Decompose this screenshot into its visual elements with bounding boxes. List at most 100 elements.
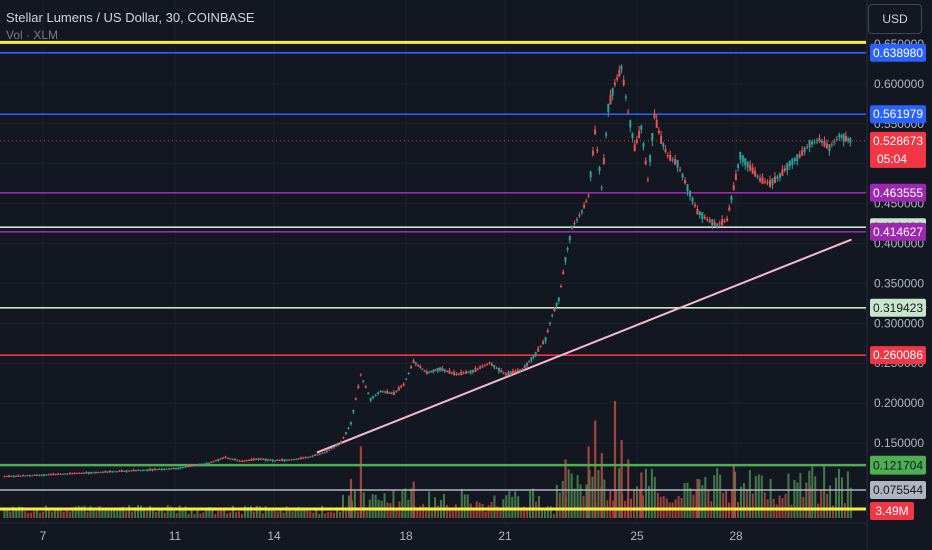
volume-bar	[508, 491, 511, 518]
candle-body	[392, 392, 395, 396]
candle-body	[532, 355, 535, 358]
volume-bar	[318, 513, 321, 518]
volume-bar	[754, 475, 757, 518]
volume-bar	[125, 510, 128, 518]
chart-title: Stellar Lumens / US Dollar, 30, COINBASE	[6, 10, 255, 25]
candle-body	[26, 475, 29, 477]
volume-bar	[739, 486, 742, 518]
volume-bar	[395, 508, 398, 518]
candle-body	[801, 150, 804, 156]
volume-bar	[208, 507, 211, 518]
candle-body	[646, 179, 649, 181]
volume-bar	[493, 495, 496, 518]
candle-body	[215, 460, 218, 462]
candle-body	[469, 370, 472, 374]
candle-body	[544, 337, 547, 342]
volume-bar	[814, 476, 817, 518]
volume-bar	[42, 511, 45, 518]
candle-body	[68, 472, 71, 475]
volume-bar-spike	[349, 479, 353, 518]
candle-body	[611, 88, 614, 96]
candle-body	[486, 364, 489, 366]
candle-body	[633, 144, 636, 152]
price-badge-bg	[870, 183, 926, 202]
candle-body	[732, 185, 735, 190]
chart-grid	[0, 0, 866, 523]
candle-body	[17, 475, 20, 477]
volume-bar	[12, 506, 15, 518]
volume-bar	[71, 507, 74, 518]
candle-body	[52, 473, 55, 476]
candle-body	[516, 369, 519, 373]
candle-body	[259, 458, 262, 460]
candle-body	[405, 378, 408, 380]
volume-bar	[591, 476, 594, 518]
candle-body	[80, 472, 83, 474]
volume-bar	[300, 509, 303, 518]
volume-bar	[410, 488, 413, 518]
candle-body	[288, 459, 291, 461]
candle-body	[495, 367, 498, 369]
candle-body	[219, 458, 222, 460]
candle-body	[530, 357, 533, 361]
candle-body	[106, 471, 109, 473]
candle-body	[708, 219, 711, 223]
candle-body	[624, 96, 627, 98]
trendline[interactable]	[316, 238, 852, 454]
candle-body	[167, 468, 170, 470]
volume-bar	[374, 494, 377, 518]
candle-body	[90, 471, 93, 474]
candle-body	[38, 474, 41, 476]
candle-body	[664, 148, 667, 152]
candle-body	[116, 471, 119, 473]
volume-bar	[734, 471, 737, 518]
candle-body	[369, 397, 372, 401]
volume-badge-bg	[870, 502, 914, 520]
candle-body	[432, 369, 435, 372]
candle-body	[354, 398, 357, 400]
candle-body	[61, 473, 64, 475]
volume-bar	[172, 509, 175, 518]
volume-bar	[303, 508, 306, 518]
candle-body	[421, 368, 424, 370]
candle-body	[759, 177, 762, 182]
candle-body	[29, 475, 32, 477]
volume-bar	[748, 469, 751, 518]
candle-body	[587, 195, 590, 197]
time-axis[interactable]: 7 11 14 18 21 25 28	[0, 0, 868, 550]
candle-body	[539, 346, 542, 348]
currency-button[interactable]: USD	[868, 4, 922, 34]
candle-body	[377, 392, 380, 394]
volume-bar	[636, 486, 639, 518]
volume-bar	[178, 505, 181, 518]
volume-bar	[264, 506, 267, 518]
candle-body	[616, 77, 619, 80]
candle-body	[811, 141, 814, 145]
candle-body	[3, 476, 6, 478]
candle-body	[662, 143, 665, 147]
candle-body	[546, 330, 549, 333]
volume-bar	[223, 509, 226, 518]
candle-body	[781, 169, 784, 176]
volume-bar	[701, 485, 704, 518]
volume-bar	[567, 469, 570, 518]
candle-body	[551, 314, 554, 316]
candle-body	[788, 161, 791, 167]
candle-body	[653, 113, 656, 119]
candle-body	[362, 380, 365, 382]
candle-body	[388, 392, 391, 394]
volume-bar	[252, 511, 255, 518]
volume-bar	[823, 466, 826, 518]
volume-bar	[511, 496, 514, 518]
candle-body	[703, 216, 706, 219]
candle-body	[500, 370, 503, 373]
candle-body	[573, 222, 576, 225]
candle-body	[483, 365, 486, 367]
candle-body	[229, 458, 232, 460]
volume-bar	[445, 504, 448, 518]
volume-bar	[784, 493, 787, 518]
candle-body	[443, 369, 446, 372]
candle-body	[111, 471, 114, 473]
candle-body	[10, 475, 13, 477]
